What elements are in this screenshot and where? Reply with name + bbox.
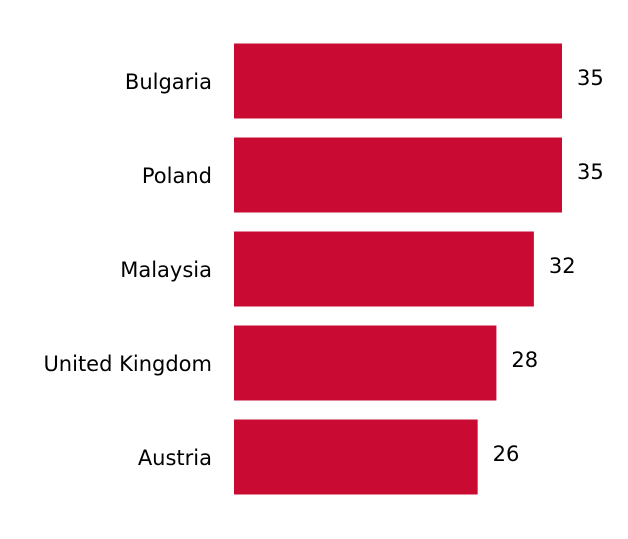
category-label: Malaysia [120,258,212,282]
bar [234,43,562,119]
value-label: 35 [577,160,604,184]
value-label: 28 [511,348,538,372]
bar [234,325,497,401]
category-label: Bulgaria [125,70,212,94]
value-label: 26 [493,442,520,466]
value-label: 35 [577,66,604,90]
bar [234,419,478,495]
bar [234,231,534,307]
category-label: United Kingdom [43,352,212,376]
value-label: 32 [549,254,576,278]
category-label: Poland [142,164,212,188]
bar [234,137,562,213]
category-label: Austria [138,446,212,470]
